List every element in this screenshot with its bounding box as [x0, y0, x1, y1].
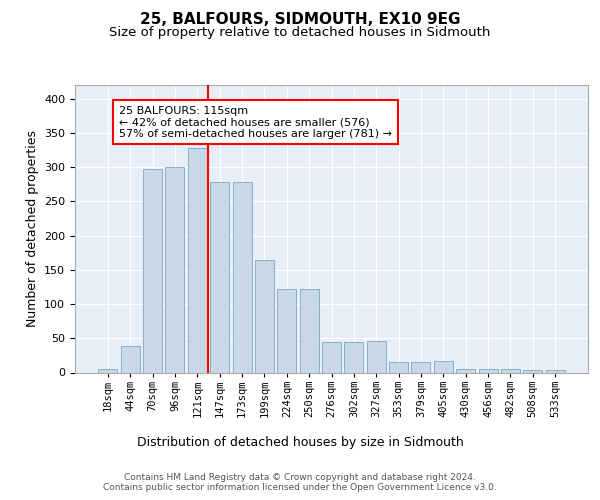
Bar: [98, 369, 118, 372]
Y-axis label: Number of detached properties: Number of detached properties: [26, 130, 38, 327]
Text: Size of property relative to detached houses in Sidmouth: Size of property relative to detached ho…: [109, 26, 491, 39]
Bar: [434, 361, 453, 372]
Bar: [523, 370, 542, 372]
Bar: [277, 289, 296, 372]
Bar: [501, 369, 520, 372]
Bar: [143, 168, 162, 372]
Bar: [367, 341, 386, 372]
Text: 25 BALFOURS: 115sqm
← 42% of detached houses are smaller (576)
57% of semi-detac: 25 BALFOURS: 115sqm ← 42% of detached ho…: [119, 106, 392, 138]
Bar: [188, 148, 207, 372]
Bar: [545, 370, 565, 372]
Text: Distribution of detached houses by size in Sidmouth: Distribution of detached houses by size …: [137, 436, 463, 449]
Bar: [121, 346, 140, 372]
Bar: [255, 260, 274, 372]
Text: 25, BALFOURS, SIDMOUTH, EX10 9EG: 25, BALFOURS, SIDMOUTH, EX10 9EG: [140, 12, 460, 28]
Text: Contains HM Land Registry data © Crown copyright and database right 2024.
Contai: Contains HM Land Registry data © Crown c…: [103, 473, 497, 492]
Bar: [299, 289, 319, 372]
Bar: [166, 167, 184, 372]
Bar: [412, 362, 430, 372]
Bar: [456, 369, 475, 372]
Bar: [210, 182, 229, 372]
Bar: [233, 182, 251, 372]
Bar: [479, 369, 497, 372]
Bar: [344, 342, 364, 372]
Bar: [389, 362, 408, 372]
Bar: [322, 342, 341, 372]
